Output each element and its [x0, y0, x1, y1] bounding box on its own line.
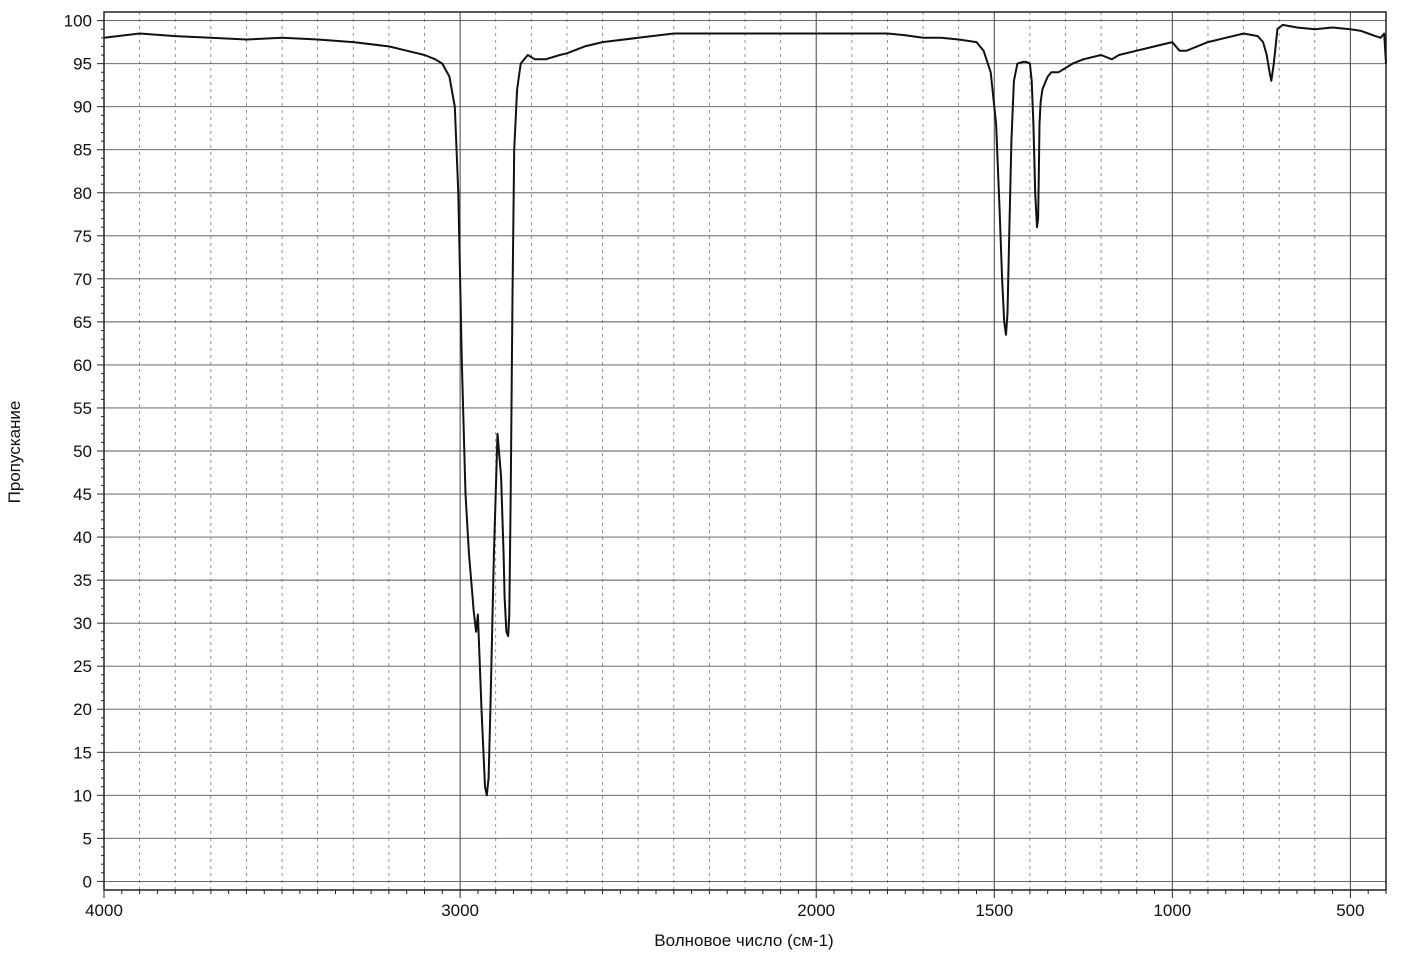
y-tick-label: 10 — [73, 786, 92, 805]
y-tick-label: 25 — [73, 657, 92, 676]
y-tick-label: 80 — [73, 184, 92, 203]
y-tick-label: 20 — [73, 700, 92, 719]
y-axis: 0 5 10 15 20 25 30 35 40 45 50 55 60 65 70 75 80 85 90 95 10… — [64, 12, 104, 891]
y-tick-label: 85 — [73, 141, 92, 160]
major-grid — [103, 12, 1386, 890]
y-axis-title: Пропускание — [5, 401, 24, 504]
x-tick-label: 2000 — [797, 901, 835, 920]
y-tick-label: 70 — [73, 270, 92, 289]
y-tick-label: 15 — [73, 743, 92, 762]
y-tick-label: 55 — [73, 399, 92, 418]
x-tick-label: 4000 — [85, 901, 123, 920]
x-axis: 4000 3000 2000 1500 1000 500 — [85, 890, 1387, 920]
x-tick-label: 1000 — [1153, 901, 1191, 920]
y-tick-label: 65 — [73, 313, 92, 332]
y-tick-label: 95 — [73, 55, 92, 74]
y-tick-label: 0 — [83, 872, 92, 891]
y-tick-label: 45 — [73, 485, 92, 504]
x-tick-label: 500 — [1336, 901, 1364, 920]
y-tick-label: 50 — [73, 442, 92, 461]
y-tick-label: 30 — [73, 614, 92, 633]
y-tick-label: 5 — [83, 829, 92, 848]
x-tick-label: 3000 — [441, 901, 479, 920]
x-tick-label: 1500 — [975, 901, 1013, 920]
y-tick-label: 100 — [64, 12, 92, 31]
y-tick-label: 40 — [73, 528, 92, 547]
y-tick-label: 35 — [73, 571, 92, 590]
y-tick-label: 60 — [73, 356, 92, 375]
x-axis-title: Волновое число (см-1) — [654, 931, 833, 950]
y-tick-label: 90 — [73, 98, 92, 117]
y-tick-label: 75 — [73, 227, 92, 246]
spectrum-line — [103, 23, 1387, 797]
